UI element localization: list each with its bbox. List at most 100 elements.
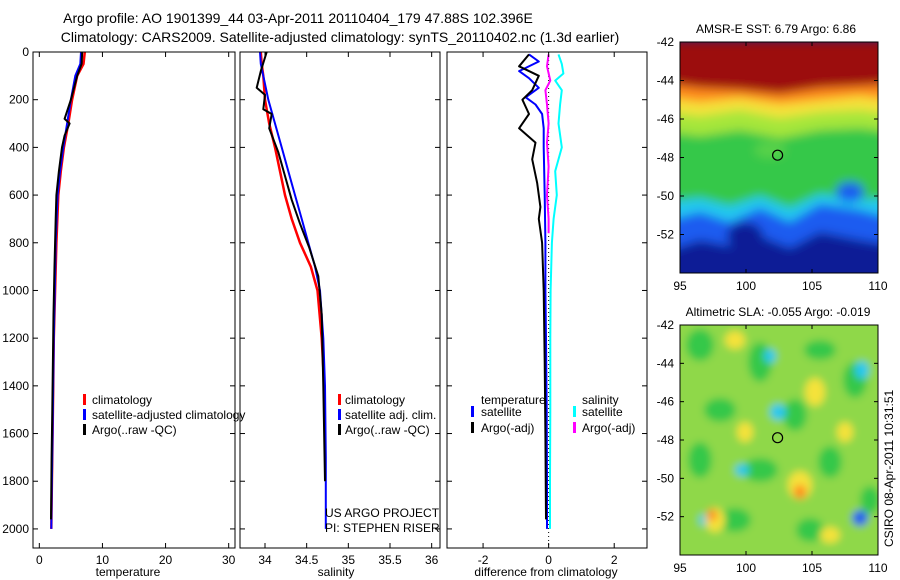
difference-ticks: -2 0 2 [447, 51, 647, 567]
sla-map-y-tick-label: -46 [657, 395, 675, 409]
chart-title-line2: Climatology: CARS2009. Satellite-adjuste… [61, 29, 619, 45]
sst-map-ticks: 95 100 105 110 -42 -44 -46 -48 -50 -52 [657, 35, 888, 293]
legend-swatch-salinity-argo [573, 422, 576, 433]
sla-map-x-tick-label: 95 [673, 561, 687, 575]
legend-heading-temperature: temperature [481, 393, 546, 407]
temperature-series-argo-raw-qc [50, 52, 84, 520]
salinity-plot-frame [239, 51, 441, 549]
legend-label-argo-raw: Argo(..raw -QC) [92, 423, 177, 437]
difference-legend: temperature satellite Argo(-adj) salinit… [471, 393, 635, 435]
project-annotation: US ARGO PROJECT [325, 506, 440, 520]
sla-map-y-tick-label: -50 [657, 471, 675, 485]
legend-label-argo-raw: Argo(..raw -QC) [345, 423, 430, 437]
difference-x-tick-label: 2 [611, 553, 618, 567]
temperature-y-tick-label: 0 [22, 45, 29, 59]
salinity-series-climatology [259, 52, 327, 448]
legend-label-temperature-argo: Argo(-adj) [481, 421, 534, 435]
sst-map-y-tick-label: -50 [657, 189, 675, 203]
legend-label-temperature-satellite: satellite [481, 405, 522, 419]
temperature-y-tick-label: 800 [9, 236, 29, 250]
sst-map-y-tick-label: -42 [657, 35, 675, 49]
sst-map-y-tick-label: -52 [657, 228, 675, 242]
temperature-series-satellite-adjusted-climatology [50, 52, 82, 529]
legend-swatch-satellite-adjusted [83, 409, 86, 420]
temperature-y-tick-label: 1400 [2, 379, 29, 393]
legend-heading-salinity: salinity [582, 393, 619, 407]
salinity-series-satellite-adj-clim [259, 52, 327, 529]
temperature-y-tick-label: 2000 [2, 522, 29, 536]
legend-swatch-satellite-adj [338, 409, 341, 420]
legend-swatch-argo-raw [83, 424, 86, 435]
legend-swatch-argo-raw [338, 424, 341, 435]
salinity-panel: 34 34.5 35 35.5 36 salinity climatology sate… [239, 51, 441, 579]
legend-swatch-climatology [338, 394, 341, 405]
legend-label-salinity-satellite: satellite [582, 405, 623, 419]
legend-label-climatology: climatology [345, 393, 405, 407]
temperature-y-tick-label: 1200 [2, 331, 29, 345]
salinity-x-tick-label: 36 [425, 553, 439, 567]
sla-map-x-tick-label: 100 [736, 561, 756, 575]
temperature-y-tick-label: 400 [9, 140, 29, 154]
temperature-y-tick-label: 1800 [2, 474, 29, 488]
salinity-x-tick-label: 35.5 [378, 553, 402, 567]
difference-series-group [518, 53, 565, 529]
legend-label-salinity-argo: Argo(-adj) [582, 421, 635, 435]
sla-map-x-tick-label: 110 [868, 561, 887, 575]
legend-swatch-climatology [83, 394, 86, 405]
sla-map-x-tick-label: 105 [802, 561, 822, 575]
legend-label-satellite-adjusted: satellite-adjusted climatology [92, 408, 245, 422]
sst-map-x-tick-label: 100 [736, 279, 756, 293]
chart-title-line1: Argo profile: AO 1901399_44 03-Apr-2011 … [63, 10, 533, 26]
difference-series-temperature-argo-adj [518, 53, 547, 520]
temperature-y-tick-label: 200 [9, 93, 29, 107]
difference-series-temperature-satellite [518, 53, 548, 529]
sst-map-panel: AMSR-E SST: 6.79 Argo: 6.86 [657, 22, 888, 293]
sla-map-y-tick-label: -48 [657, 433, 675, 447]
difference-series-salinity-satellite [549, 54, 565, 529]
temperature-y-tick-label: 1600 [2, 427, 29, 441]
sst-map-title: AMSR-E SST: 6.79 Argo: 6.86 [696, 22, 856, 36]
difference-plot-frame [446, 51, 648, 549]
sst-map-y-tick-label: -48 [657, 151, 675, 165]
temperature-x-tick-label: 20 [159, 553, 173, 567]
salinity-x-tick-label: 35 [342, 553, 356, 567]
sla-argo-marker [771, 432, 784, 444]
sst-map-image [680, 42, 878, 273]
salinity-series-group [255, 52, 327, 529]
sla-map-ticks: 95 100 105 110 -42 -44 -46 -48 -50 -52 [657, 318, 888, 575]
temperature-series-group [50, 52, 87, 529]
difference-x-tick-label: 0 [545, 553, 552, 567]
sst-map-x-tick-label: 105 [802, 279, 822, 293]
legend-swatch-temperature-argo [471, 422, 474, 433]
sla-map-image [680, 325, 878, 555]
difference-x-tick-label: -2 [478, 553, 489, 567]
sla-map-y-tick-label: -44 [657, 356, 675, 370]
temperature-ticks: 0 10 20 30 0 200 400 600 800 1000 1200 1400 1600 1800… [2, 45, 235, 567]
difference-x-axis-label: difference from climatology [474, 565, 617, 579]
sla-map-title: Altimetric SLA: -0.055 Argo: -0.019 [686, 305, 871, 319]
temperature-x-tick-label: 0 [36, 553, 43, 567]
salinity-legend: climatology satellite adj. clim. Argo(..… [338, 393, 436, 437]
csiro-timestamp: CSIRO 08-Apr-2011 10:31:51 [882, 389, 896, 547]
temperature-panel: 0 10 20 30 0 200 400 600 800 1000 1200 1400 1600 1800… [2, 45, 245, 579]
salinity-x-tick-label: 34 [258, 553, 272, 567]
sla-map-y-tick-label: -52 [657, 510, 675, 524]
salinity-x-axis-label: salinity [318, 565, 355, 579]
sla-map-y-tick-label: -42 [657, 318, 675, 332]
sst-map-y-tick-label: -44 [657, 74, 675, 88]
difference-panel: -2 0 2 difference from climatology tempera… [446, 51, 648, 579]
temperature-y-tick-label: 1000 [2, 283, 29, 297]
temperature-x-tick-label: 10 [96, 553, 110, 567]
sst-map-x-tick-label: 95 [673, 279, 687, 293]
temperature-y-tick-label: 600 [9, 188, 29, 202]
difference-series-salinity-argo-adj [544, 54, 552, 234]
temperature-x-axis-label: temperature [96, 565, 161, 579]
legend-swatch-salinity-satellite [573, 406, 576, 417]
sst-map-x-tick-label: 110 [868, 279, 887, 293]
pi-annotation: PI: STEPHEN RISER [325, 521, 440, 535]
temperature-plot-frame [32, 51, 236, 549]
legend-label-satellite-adj: satellite adj. clim. [345, 408, 436, 422]
temperature-legend: climatology satellite-adjusted climatolo… [83, 393, 245, 437]
sla-map-panel: Altimetric SLA: -0.055 Argo: -0.019 [657, 305, 888, 575]
